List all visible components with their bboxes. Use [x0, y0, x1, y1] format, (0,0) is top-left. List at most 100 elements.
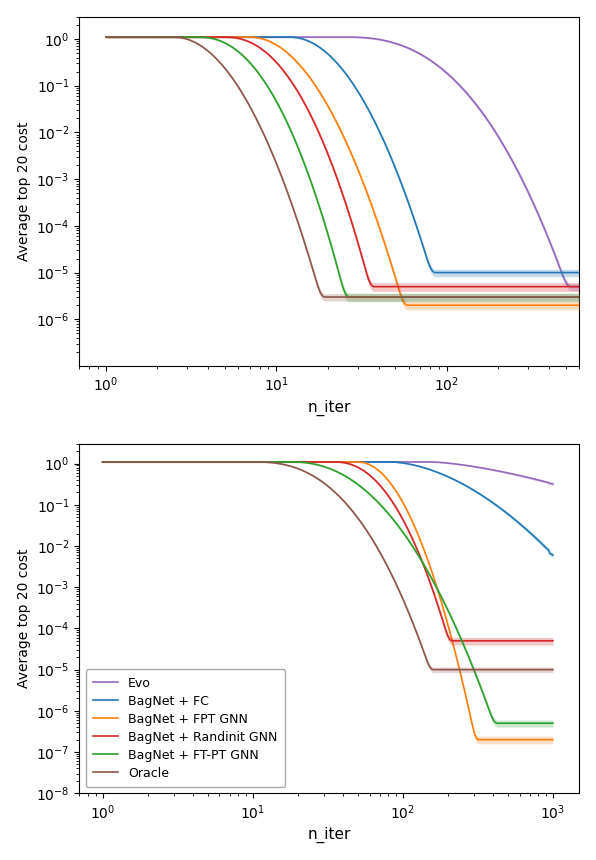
Line: BagNet + Randinit GNN: BagNet + Randinit GNN: [106, 37, 579, 286]
Evo: [224, 32, 231, 42]
BagNet + FT-PT GNN: [346, 292, 353, 302]
Line: BagNet + FPT GNN: BagNet + FPT GNN: [106, 37, 579, 305]
Line: BagNet + FT-PT GNN: BagNet + FT-PT GNN: [103, 462, 553, 723]
BagNet + FT-PT GNN: [494, 718, 501, 728]
X-axis label: n_iter: n_iter: [308, 827, 351, 844]
BagNet + FT-PT GNN: [209, 457, 216, 467]
Legend: Evo, BagNet + FC, BagNet + FPT GNN, BagNet + Randinit GNN, BagNet + FT-PT GNN, O: Evo, BagNet + FC, BagNet + FPT GNN, BagN…: [86, 669, 285, 787]
Line: BagNet + FC: BagNet + FC: [103, 462, 553, 555]
Oracle: [505, 665, 513, 675]
BagNet + Randinit GNN: [505, 636, 513, 646]
BagNet + FT-PT GNN: [224, 40, 231, 50]
BagNet + FPT GNN: [505, 734, 513, 745]
Oracle: [395, 584, 402, 594]
BagNet + FC: [316, 42, 324, 52]
BagNet + FPT GNN: [209, 457, 216, 467]
BagNet + Randinit GNN: [209, 457, 216, 467]
BagNet + FPT GNN: [404, 300, 411, 310]
BagNet + FC: [576, 267, 583, 278]
BagNet + FT-PT GNN: [186, 32, 193, 42]
BagNet + FPT GNN: [449, 639, 457, 649]
Evo: [241, 457, 249, 467]
BagNet + Randinit GNN: [370, 281, 377, 292]
BagNet + Randinit GNN: [224, 32, 231, 42]
Oracle: [419, 292, 426, 302]
BagNet + FPT GNN: [186, 32, 193, 42]
BagNet + FPT GNN: [419, 300, 426, 310]
Line: Evo: Evo: [106, 37, 579, 286]
BagNet + FC: [224, 32, 231, 42]
BagNet + FC: [395, 458, 402, 468]
BagNet + Randinit GNN: [576, 281, 583, 292]
BagNet + FC: [226, 457, 233, 467]
BagNet + FC: [186, 32, 193, 42]
BagNet + FC: [449, 474, 457, 484]
BagNet + FT-PT GNN: [103, 32, 110, 42]
Oracle: [576, 292, 583, 302]
BagNet + FT-PT GNN: [241, 457, 249, 467]
Evo: [395, 457, 402, 467]
Evo: [459, 83, 466, 94]
Line: BagNet + FT-PT GNN: BagNet + FT-PT GNN: [106, 37, 579, 297]
BagNet + Randinit GNN: [395, 507, 402, 517]
Evo: [567, 281, 574, 292]
BagNet + FPT GNN: [395, 489, 402, 500]
Evo: [186, 32, 193, 42]
BagNet + FPT GNN: [241, 457, 249, 467]
BagNet + FC: [381, 138, 389, 149]
Oracle: [99, 457, 106, 467]
Line: BagNet + Randinit GNN: BagNet + Randinit GNN: [103, 462, 553, 641]
BagNet + FC: [241, 457, 249, 467]
Oracle: [226, 457, 233, 467]
Oracle: [321, 292, 328, 302]
BagNet + Randinit GNN: [241, 457, 249, 467]
BagNet + FPT GNN: [99, 457, 106, 467]
Evo: [226, 457, 233, 467]
BagNet + Randinit GNN: [382, 281, 389, 292]
BagNet + Randinit GNN: [103, 32, 110, 42]
Line: Oracle: Oracle: [106, 37, 579, 297]
BagNet + Randinit GNN: [449, 636, 456, 646]
BagNet + Randinit GNN: [186, 32, 193, 42]
BagNet + FPT GNN: [316, 88, 324, 98]
BagNet + FPT GNN: [550, 734, 557, 745]
Evo: [103, 32, 110, 42]
Line: BagNet + FC: BagNet + FC: [106, 37, 579, 273]
BagNet + FT-PT GNN: [382, 292, 389, 302]
BagNet + FT-PT GNN: [576, 292, 583, 302]
BagNet + Randinit GNN: [450, 636, 457, 646]
BagNet + FPT GNN: [576, 300, 583, 310]
Oracle: [460, 292, 467, 302]
BagNet + FT-PT GNN: [449, 616, 457, 626]
Evo: [209, 457, 216, 467]
Oracle: [241, 457, 249, 467]
Line: Evo: Evo: [103, 462, 553, 484]
BagNet + FT-PT GNN: [226, 457, 233, 467]
BagNet + FC: [460, 267, 467, 278]
Oracle: [209, 457, 216, 467]
BagNet + Randinit GNN: [419, 281, 426, 292]
Evo: [381, 35, 389, 46]
Evo: [449, 458, 457, 469]
BagNet + FPT GNN: [103, 32, 110, 42]
Oracle: [382, 292, 389, 302]
BagNet + FT-PT GNN: [419, 292, 426, 302]
BagNet + FT-PT GNN: [505, 718, 513, 728]
Evo: [576, 281, 583, 292]
Oracle: [186, 35, 193, 46]
BagNet + FPT GNN: [475, 734, 482, 745]
BagNet + FPT GNN: [224, 32, 231, 42]
BagNet + FPT GNN: [381, 239, 389, 249]
Y-axis label: Average top 20 cost: Average top 20 cost: [17, 549, 30, 688]
BagNet + FPT GNN: [460, 300, 467, 310]
BagNet + FPT GNN: [226, 457, 233, 467]
Oracle: [103, 32, 110, 42]
Oracle: [316, 286, 324, 297]
BagNet + FT-PT GNN: [395, 521, 402, 531]
BagNet + Randinit GNN: [316, 130, 324, 140]
BagNet + FC: [209, 457, 216, 467]
Oracle: [430, 665, 437, 675]
Line: BagNet + FPT GNN: BagNet + FPT GNN: [103, 462, 553, 740]
Oracle: [450, 665, 457, 675]
Evo: [418, 50, 426, 60]
